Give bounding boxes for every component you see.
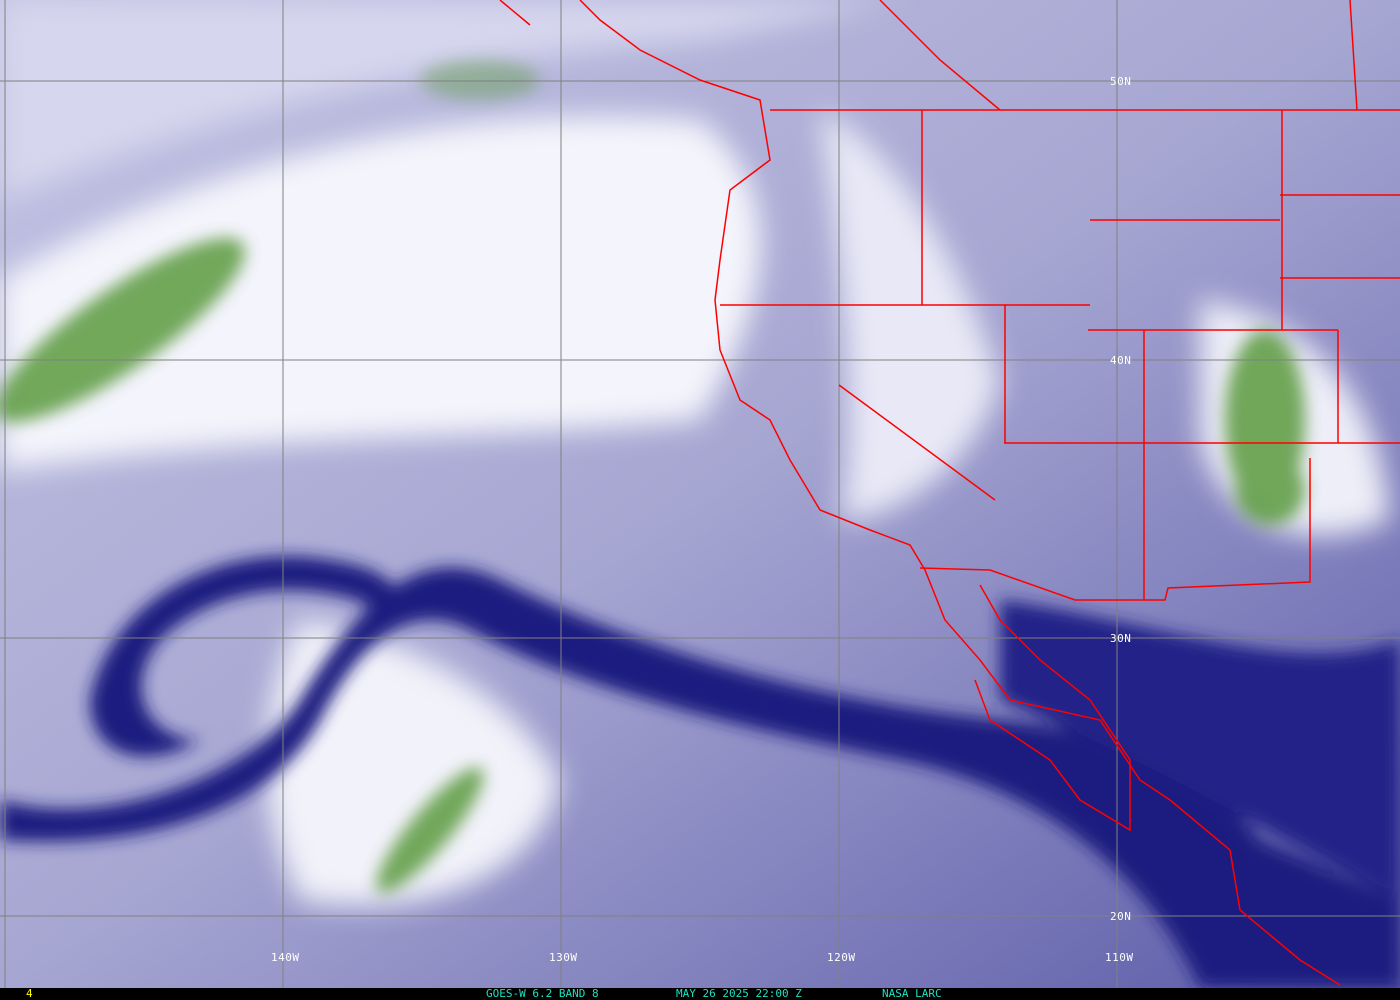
timestamp: MAY 26 2025 22:00 Z (676, 987, 802, 1000)
channel-name: 6.2 BAND 8 (532, 987, 599, 1000)
lat-label-30n: 30N (1110, 632, 1132, 645)
satellite-band-label: GOES-W 6.2 BAND 8 (486, 988, 599, 1000)
political-borders (499, 0, 1400, 986)
dry-jet-band (0, 556, 1400, 988)
frame-number: 4 (26, 987, 33, 1000)
source-label: NASA LARC (882, 987, 942, 1000)
satellite-name: GOES-W (486, 987, 526, 1000)
cold-cloud-tops (0, 60, 1305, 893)
lat-label-40n: 40N (1110, 354, 1132, 367)
lon-label-130w: 130W (549, 951, 578, 964)
lat-label-20n: 20N (1110, 910, 1132, 923)
lon-label-110w: 110W (1105, 951, 1134, 964)
footer-caption-bar: 4 GOES-W 6.2 BAND 8 MAY 26 2025 22:00 Z … (0, 988, 1400, 1000)
lon-label-140w: 140W (271, 951, 300, 964)
moisture-plumes (0, 0, 1390, 905)
lat-label-50n: 50N (1110, 75, 1132, 88)
lon-label-120w: 120W (827, 951, 856, 964)
